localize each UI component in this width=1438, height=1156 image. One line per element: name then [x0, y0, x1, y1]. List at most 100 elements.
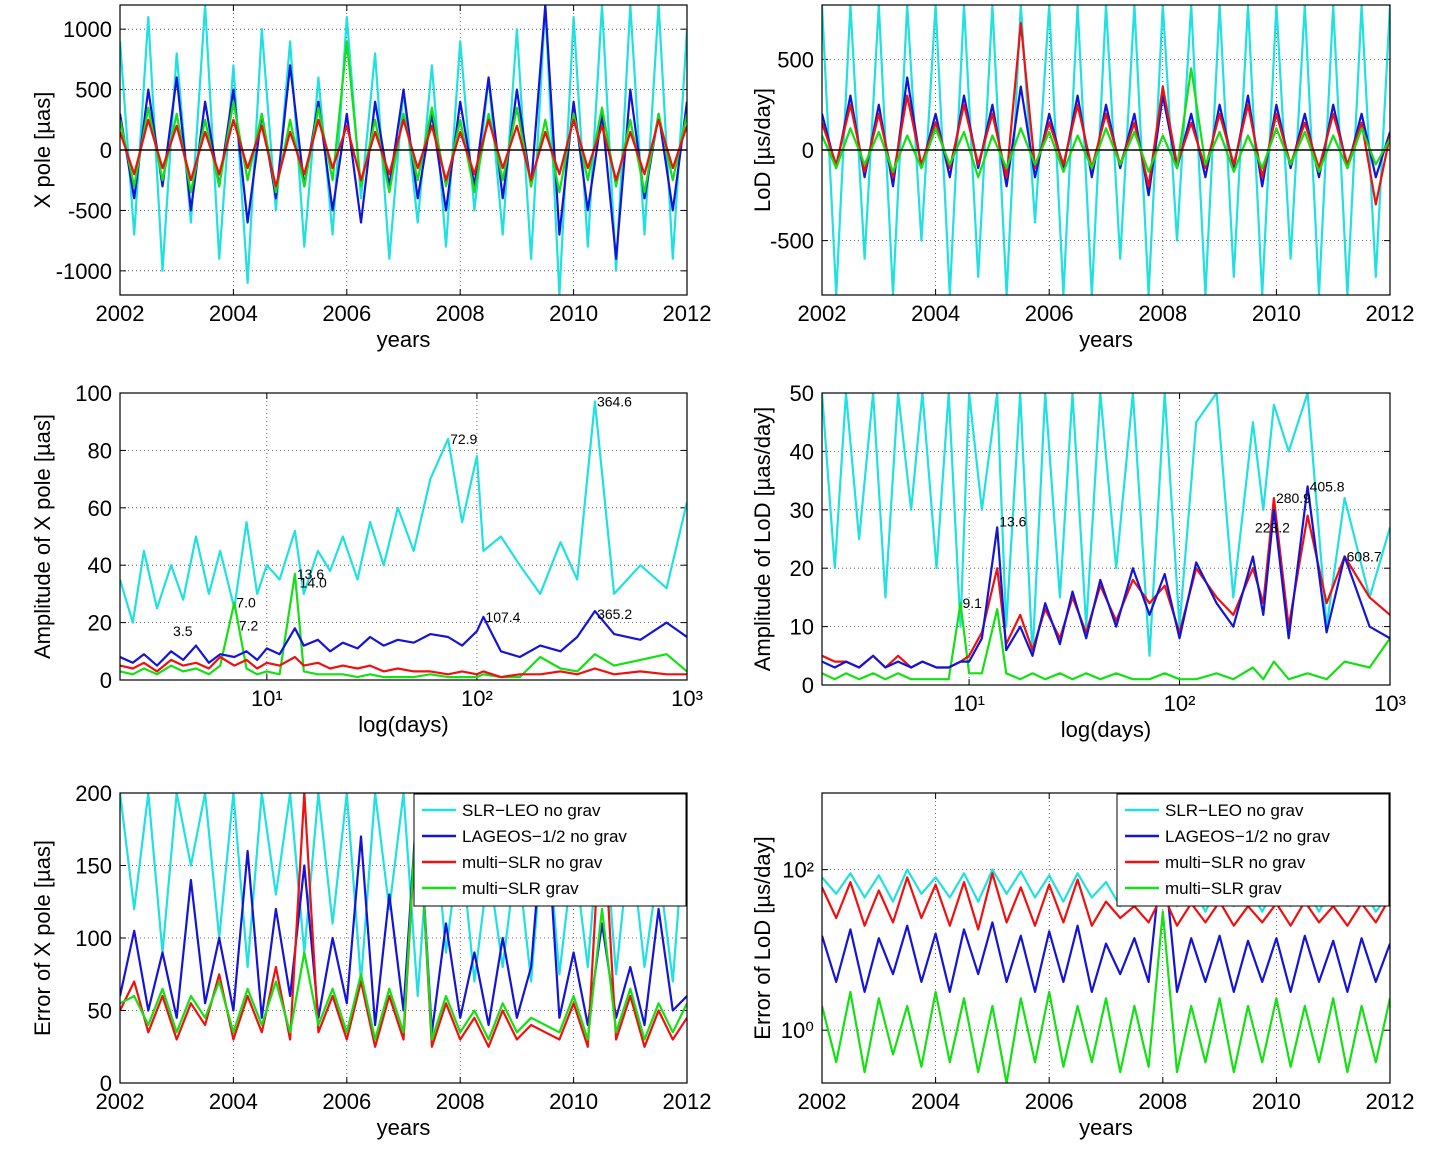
y-tick-label: 20: [88, 611, 112, 636]
axes-box: [119, 4, 688, 296]
x-tick-label: 2004: [911, 1089, 960, 1114]
series-line: [822, 602, 1390, 681]
x-tick-label: 2002: [96, 1089, 145, 1114]
y-tick-label: -1000: [56, 259, 112, 284]
legend-label: LAGEOS−1/2 no grav: [1165, 827, 1330, 846]
axes-box: [821, 4, 1391, 296]
panel: 2002 2004 2006 2008 2010 2012 -500 0 500 years LoD…: [750, 4, 1415, 352]
x-axis-label: years: [1079, 1115, 1133, 1140]
x-tick-label: 2006: [322, 1089, 371, 1114]
y-axis-label: Amplitude of X pole [µas]: [30, 414, 55, 659]
y-tick-label: 0: [802, 673, 814, 698]
x-tick-label: 10³: [1374, 691, 1406, 716]
x-tick-label: 10³: [671, 686, 703, 711]
annotation: 13.6: [297, 566, 324, 582]
series-line: [120, 400, 687, 624]
legend-label: multi−SLR grav: [462, 879, 579, 898]
y-tick-label: 0: [100, 1071, 112, 1096]
y-tick-label: 20: [790, 556, 814, 581]
annotation: 7.2: [239, 617, 259, 633]
annotation: 14.0: [300, 574, 327, 590]
y-axis-label: Error of LoD [µs/day]: [750, 836, 775, 1039]
annotation: 13.6: [999, 513, 1026, 529]
x-tick-label: 2012: [1366, 1089, 1415, 1114]
series-line: [822, 67, 1390, 179]
x-axis-label: log(days): [358, 712, 448, 737]
annotation: 3.5: [173, 623, 193, 639]
x-tick-label: 2010: [1252, 301, 1301, 326]
plot-lines: [120, 793, 687, 1048]
y-tick-label: 60: [88, 496, 112, 521]
annotation: 405.8: [1310, 478, 1345, 494]
x-tick-label: 10¹: [953, 691, 985, 716]
legend: SLR−LEO no grav LAGEOS−1/2 no grav multi−S…: [1116, 793, 1390, 907]
x-tick-label: 2002: [798, 301, 847, 326]
series-line: [120, 793, 687, 1041]
legend-label: SLR−LEO no grav: [462, 801, 601, 820]
x-tick-label: 2012: [663, 301, 712, 326]
x-tick-label: 2012: [1366, 301, 1415, 326]
y-tick-label: 40: [88, 553, 112, 578]
y-tick-label: 40: [790, 439, 814, 464]
y-tick-label: -500: [68, 198, 112, 223]
panel: 2002 2004 2006 2008 2010 2012 0 50 100 150 200 year…: [30, 781, 711, 1140]
axes-box: [821, 392, 1391, 686]
series-line: [822, 497, 1390, 669]
annotation: 364.6: [597, 394, 632, 410]
panel: 10¹ 10² 10³ 0 20 40 60 80 100 364.6 72.9 107.4 365.2…: [30, 381, 703, 737]
x-tick-label: 2006: [1025, 1089, 1074, 1114]
y-tick-label: 10⁰: [781, 1018, 814, 1043]
series-line: [822, 393, 1390, 657]
annotation: 365.2: [597, 606, 632, 622]
y-axis-label: X pole [µas]: [30, 92, 55, 209]
y-tick-label: 150: [75, 854, 112, 879]
panel: 2002 2004 2006 2008 2010 2012 10⁰ 10² years Error…: [750, 792, 1415, 1140]
annotation: 107.4: [485, 609, 520, 625]
x-axis-label: years: [377, 1115, 431, 1140]
y-tick-label: 500: [75, 78, 112, 103]
legend-label: LAGEOS−1/2 no grav: [462, 827, 627, 846]
x-tick-label: 2006: [1025, 301, 1074, 326]
plot-lines: [822, 393, 1390, 681]
legend-label: multi−SLR grav: [1165, 879, 1282, 898]
annotation: 223.2: [1255, 519, 1290, 535]
x-axis-label: years: [377, 327, 431, 352]
x-tick-label: 2008: [436, 1089, 485, 1114]
series-line: [822, 485, 1390, 669]
x-tick-label: 2012: [663, 1089, 712, 1114]
axes-box: [119, 792, 688, 1084]
y-axis-label: Error of X pole [µas]: [30, 840, 55, 1036]
y-tick-label: 10: [790, 615, 814, 640]
legend-label: SLR−LEO no grav: [1165, 801, 1304, 820]
x-tick-label: 2004: [911, 301, 960, 326]
y-tick-label: 500: [777, 47, 814, 72]
legend-box: [1116, 793, 1390, 907]
series-line: [822, 910, 1390, 1083]
y-tick-label: 100: [75, 926, 112, 951]
y-axis-label: Amplitude of LoD [µas/day]: [750, 407, 775, 672]
series-line: [120, 655, 687, 679]
y-tick-label: 30: [790, 498, 814, 523]
series-line: [120, 572, 687, 679]
x-tick-label: 2008: [1138, 1089, 1187, 1114]
y-axis-label: LoD [µs/day]: [750, 88, 775, 212]
x-tick-label: 2010: [1252, 1089, 1301, 1114]
plot-lines: [120, 400, 687, 679]
plot-lines: [120, 5, 687, 295]
y-tick-label: 0: [802, 138, 814, 163]
series-line: [822, 872, 1390, 931]
axes-box: [119, 392, 688, 681]
x-tick-label: 2004: [209, 1089, 258, 1114]
x-axis-label: log(days): [1061, 717, 1151, 742]
annotation: 7.0: [236, 595, 256, 611]
y-tick-label: 10²: [782, 858, 814, 883]
series-line: [822, 5, 1390, 295]
y-tick-label: 0: [100, 138, 112, 163]
y-tick-label: 50: [790, 381, 814, 406]
y-tick-label: 100: [75, 381, 112, 406]
legend-label: multi−SLR no grav: [1165, 853, 1306, 872]
x-tick-label: 2008: [436, 301, 485, 326]
x-tick-label: 2006: [322, 301, 371, 326]
